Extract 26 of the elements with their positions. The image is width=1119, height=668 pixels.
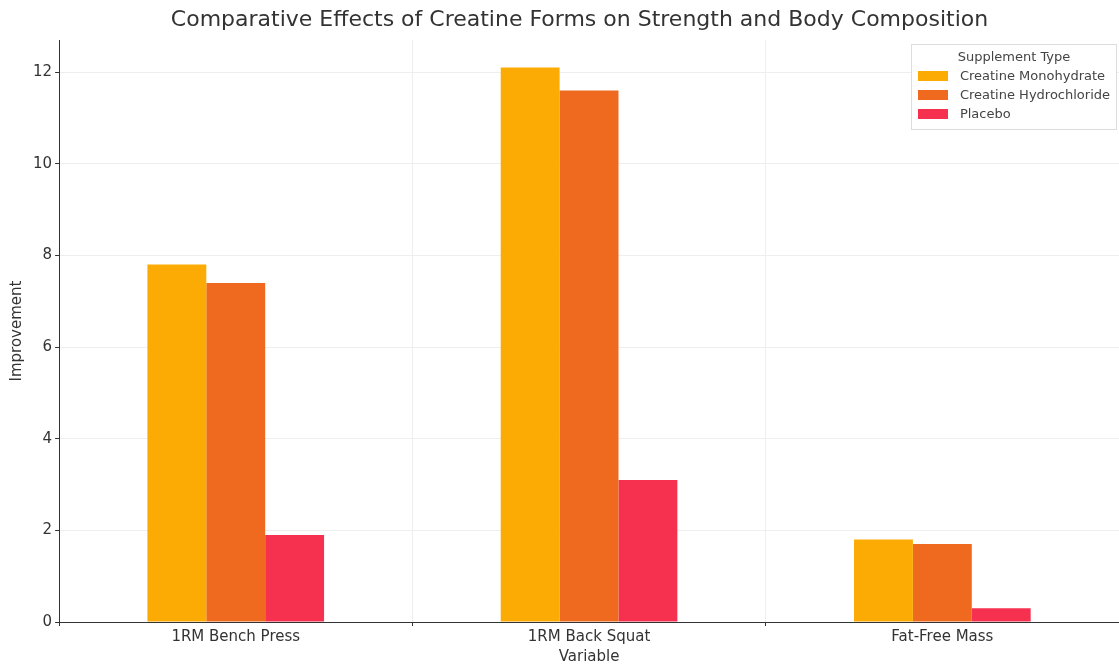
bar bbox=[618, 479, 678, 622]
bar bbox=[206, 282, 266, 622]
bar bbox=[147, 264, 207, 622]
legend-label: Creatine Monohydrate bbox=[959, 68, 1106, 83]
y-tick-label: 4 bbox=[42, 428, 53, 447]
y-tick-label: 6 bbox=[42, 336, 53, 355]
chart-title: Comparative Effects of Creatine Forms on Strength and Body Composition bbox=[169, 6, 990, 31]
bar bbox=[559, 90, 619, 622]
y-tick-label: 2 bbox=[42, 520, 53, 539]
y-tick-label: 8 bbox=[42, 245, 53, 264]
y-tick-label: 0 bbox=[42, 611, 53, 630]
bar bbox=[265, 534, 325, 622]
x-axis-title: Variable bbox=[558, 646, 620, 665]
legend-label: Placebo bbox=[959, 106, 1011, 121]
y-axis-title: Improvement bbox=[6, 280, 25, 382]
y-tick-label: 10 bbox=[32, 153, 53, 172]
x-tick-label: 1RM Back Squat bbox=[527, 626, 651, 645]
y-tick-label: 12 bbox=[32, 61, 53, 80]
x-tick-label: 1RM Bench Press bbox=[171, 626, 301, 645]
bar bbox=[912, 544, 972, 622]
bar bbox=[971, 608, 1031, 622]
legend-title: Supplement Type bbox=[956, 49, 1072, 64]
x-tick-label: Fat-Free Mass bbox=[891, 626, 994, 645]
bar bbox=[854, 539, 913, 622]
legend-label: Creatine Hydrochloride bbox=[959, 87, 1110, 102]
bar bbox=[500, 67, 560, 622]
